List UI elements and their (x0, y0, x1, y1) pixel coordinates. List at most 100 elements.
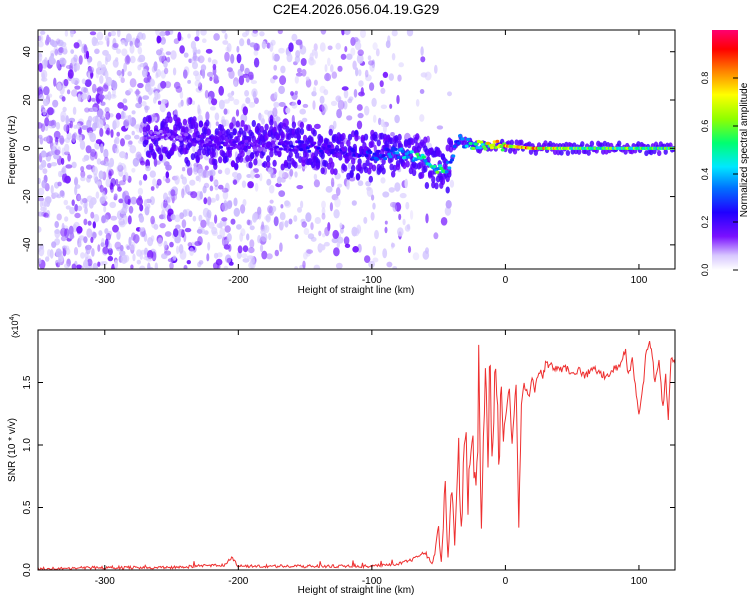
noise-cell (38, 177, 41, 185)
noise-cell (114, 147, 119, 154)
noise-cell (230, 218, 236, 225)
ridge-band-cell (240, 120, 245, 127)
ridge-core-cell (466, 137, 470, 141)
noise-cell (198, 168, 204, 177)
x-tick-label: -100 (362, 576, 382, 587)
ridge-core-cell (438, 164, 442, 168)
noise-cell (245, 97, 251, 104)
ridge-band-cell (291, 121, 297, 129)
ridge-band-cell (286, 162, 292, 169)
noise-cell (123, 119, 130, 127)
noise-cell (313, 173, 318, 181)
noise-cell (291, 33, 298, 42)
ridge-band-cell (232, 128, 237, 136)
noise-cell (60, 227, 68, 237)
noise-cell (75, 64, 80, 71)
noise-cell (76, 123, 81, 130)
ridge-band-cell (179, 147, 184, 155)
x-tick-label: -200 (228, 576, 248, 587)
noise-cell (194, 241, 202, 247)
noise-cell (233, 197, 238, 207)
noise-cell (222, 40, 229, 45)
noise-cell (223, 239, 229, 245)
noise-cell (165, 171, 170, 179)
noise-cell (51, 241, 57, 249)
noise-cell (156, 35, 162, 44)
noise-cell (197, 56, 201, 62)
noise-cell (96, 181, 102, 186)
noise-cell (69, 30, 74, 38)
ridge-band-cell (370, 140, 375, 148)
snr-scale-exponent: 4 (9, 316, 16, 320)
noise-cell (164, 30, 171, 36)
noise-cell (164, 196, 172, 204)
noise-cell (343, 236, 350, 245)
ridge-band-cell (275, 133, 280, 141)
ridge-band-cell (299, 121, 305, 129)
noise-cell (138, 96, 143, 105)
noise-cell (56, 213, 62, 221)
ridge-band-cell (617, 140, 622, 147)
noise-cell (278, 190, 286, 198)
noise-cell (55, 122, 61, 130)
noise-cell (160, 40, 165, 45)
ridge-band-cell (256, 123, 261, 130)
ridge-band-cell (559, 149, 564, 156)
noise-cell (63, 45, 68, 53)
noise-cell (186, 166, 193, 177)
ridge-band-cell (195, 156, 200, 164)
noise-cell (136, 197, 144, 206)
noise-cell (273, 91, 278, 99)
ridge-band-cell (395, 163, 401, 171)
noise-cell (406, 30, 414, 37)
noise-cell (150, 215, 155, 225)
noise-cell (372, 42, 378, 51)
noise-cell (271, 173, 276, 179)
noise-cell (249, 239, 255, 249)
noise-cell (211, 98, 218, 106)
noise-cell (174, 175, 180, 185)
noise-cell (206, 253, 210, 262)
ridge-core-cell (383, 157, 388, 161)
noise-cell (71, 199, 75, 206)
noise-cell (115, 178, 119, 186)
noise-cell (248, 247, 255, 254)
snr-x-label: Height of straight line (km) (298, 585, 415, 596)
ridge-band-cell (235, 135, 240, 143)
ridge-band-cell (363, 133, 369, 141)
noise-cell (202, 38, 207, 43)
noise-cell (45, 256, 50, 262)
ridge-core-cell (331, 148, 336, 152)
noise-cell (449, 179, 455, 188)
noise-cell (382, 191, 390, 198)
ridge-core-cell (210, 136, 215, 140)
noise-cell (261, 221, 265, 231)
noise-cell (145, 165, 151, 172)
noise-cell (319, 42, 326, 52)
noise-cell (160, 36, 166, 45)
noise-cell (425, 247, 429, 255)
noise-cell (181, 219, 187, 229)
noise-cell (248, 261, 255, 269)
noise-cell (104, 70, 109, 80)
noise-cell (144, 247, 148, 255)
noise-cell (297, 99, 302, 106)
ridge-core-cell (381, 154, 386, 158)
ridge-core-cell (389, 149, 394, 153)
noise-cell (38, 41, 44, 48)
ridge-band-cell (173, 127, 178, 135)
noise-cell (209, 106, 216, 111)
colorbar-tick-label: 0.2 (700, 216, 710, 229)
ridge-core-cell (296, 145, 301, 149)
noise-cell (85, 50, 90, 60)
noise-cell (112, 42, 119, 49)
noise-cell (323, 241, 330, 247)
ridge-core-cell (305, 146, 310, 150)
noise-cell (92, 231, 97, 239)
noise-cell (92, 83, 97, 94)
noise-cell (311, 49, 316, 56)
ridge-band-cell (158, 153, 164, 161)
noise-cell (104, 35, 110, 42)
noise-cell (116, 69, 122, 76)
ridge-band-cell (282, 122, 287, 130)
